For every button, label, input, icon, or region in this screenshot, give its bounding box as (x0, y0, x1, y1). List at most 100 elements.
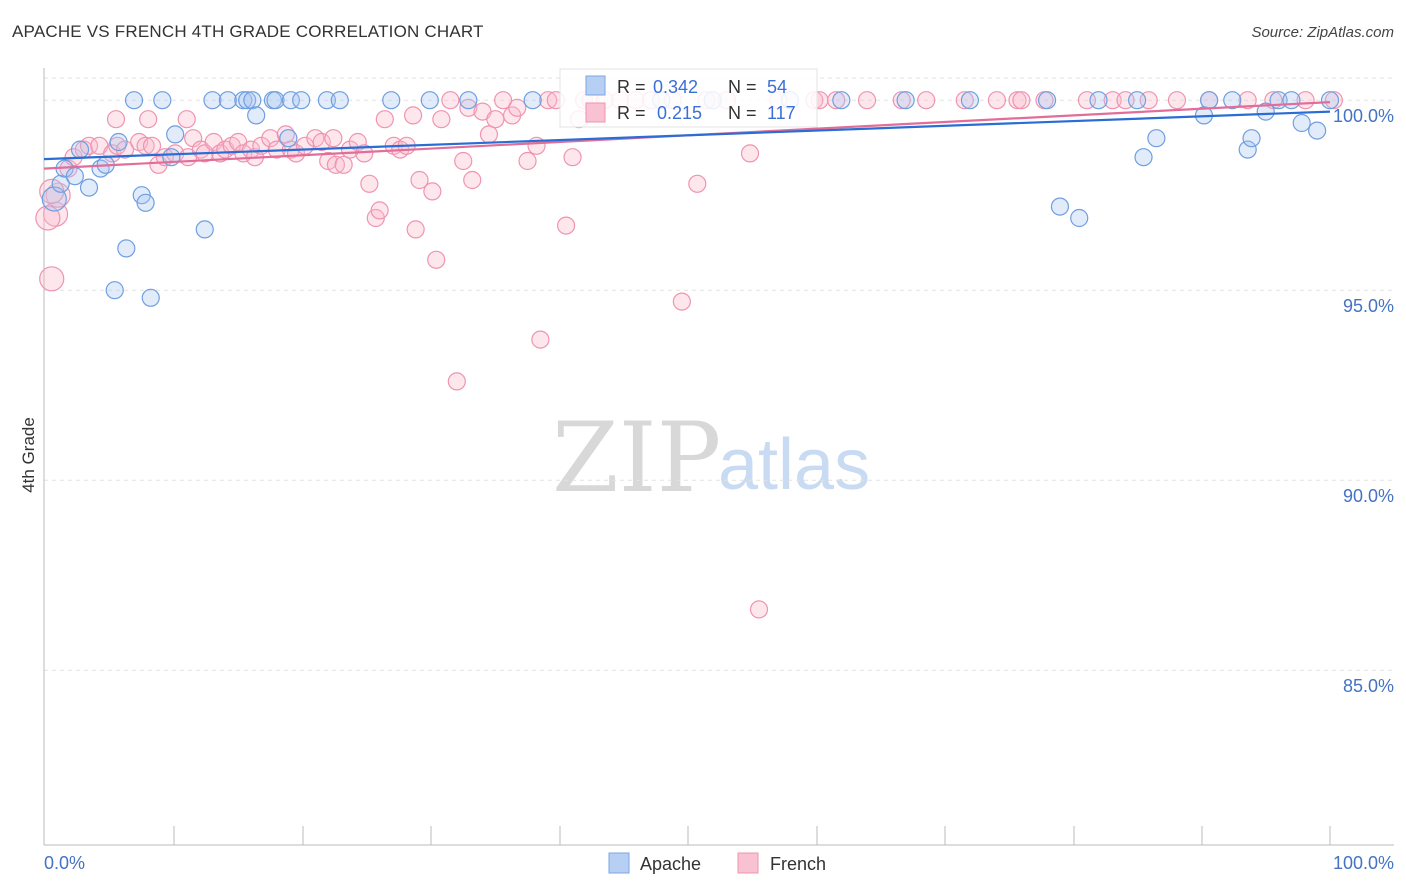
apache-point-3 (65, 167, 84, 186)
legend-r-label-apache: R = (617, 77, 646, 97)
french-point-60 (454, 151, 473, 171)
french-point-64 (479, 125, 499, 144)
french-point-66 (494, 91, 513, 110)
series-legend-swatch-apache (608, 852, 630, 874)
french-point-116 (177, 110, 196, 129)
apache-point-53 (1242, 129, 1261, 148)
apache-point-30 (317, 91, 337, 110)
apache-point-26 (266, 91, 285, 110)
french-point-75 (563, 148, 582, 167)
french-point-41 (334, 155, 353, 174)
apache-point-1 (51, 174, 70, 193)
apache-point-45 (1089, 91, 1108, 110)
apache-point-34 (459, 91, 478, 110)
french-point-54 (410, 170, 429, 190)
french-point-30 (261, 129, 280, 148)
legend-swatch-french (585, 102, 606, 123)
french-point-115 (139, 110, 158, 129)
french-point-6 (79, 136, 99, 155)
y-axis-label: 4th Grade (19, 417, 38, 493)
french-point-0 (39, 266, 65, 292)
french-point-55 (423, 182, 442, 201)
french-point-88 (740, 144, 760, 163)
apache-point-48 (1147, 129, 1166, 148)
series-legend-swatch-french (737, 852, 759, 874)
french-point-98 (987, 91, 1007, 110)
apache-point-9 (105, 281, 124, 300)
apache-point-33 (420, 91, 439, 110)
apache-point-31 (330, 91, 349, 110)
series-legend-french: French (770, 854, 826, 874)
french-point-112 (35, 205, 61, 231)
apache-point-18 (153, 91, 172, 110)
source-credit: Source: ZipAtlas.com (1251, 24, 1394, 41)
apache-point-19 (203, 91, 222, 110)
french-point-74 (557, 216, 576, 235)
french-point-84 (672, 292, 691, 311)
apache-trend-line (43, 110, 1331, 161)
french-point-71 (531, 330, 550, 349)
french-point-103 (1103, 91, 1122, 110)
french-point-57 (432, 110, 451, 129)
apache-point-13 (141, 288, 160, 307)
french-point-10 (115, 140, 135, 159)
french-point-59 (447, 372, 466, 391)
french-point-53 (406, 220, 425, 239)
french-point-85 (688, 174, 707, 193)
french-point-114 (106, 110, 126, 129)
apache-point-5 (70, 140, 90, 159)
trend-lines (43, 101, 1331, 170)
french-point-68 (508, 98, 527, 117)
french-point-100 (1012, 91, 1031, 110)
apache-point-57 (1292, 113, 1311, 133)
x-tick-min: 0.0% (44, 853, 85, 873)
y-tick-label-100: 100.0% (1333, 106, 1394, 126)
french-point-45 (360, 174, 379, 193)
legend-n-label-apache: N = (728, 77, 757, 97)
apache-point-44 (1070, 208, 1089, 228)
legend-swatch-apache (585, 75, 606, 96)
french-point-106 (1167, 91, 1187, 110)
apache-point-27 (279, 129, 298, 148)
french-point-2 (45, 182, 71, 208)
french-point-89 (749, 600, 769, 619)
apache-point-8 (109, 132, 128, 152)
apache-point-29 (292, 91, 311, 110)
apache-point-46 (1127, 91, 1147, 110)
french-point-65 (486, 110, 505, 129)
x-tick-max: 100.0% (1333, 853, 1394, 873)
apache-point-28 (281, 91, 301, 110)
apache-point-43 (1050, 197, 1070, 216)
correlation-legend: R = 0.342 N = 54 R = 0.215 N = 117 (559, 68, 818, 128)
apache-point-42 (1037, 91, 1057, 110)
french-point-62 (463, 170, 482, 190)
french-point-43 (348, 132, 367, 152)
french-point-97 (955, 91, 974, 110)
apache-point-40 (896, 91, 915, 110)
apache-point-59 (1308, 121, 1327, 140)
legend-n-french: 117 (767, 103, 796, 123)
french-point-58 (441, 91, 460, 110)
french-point-96 (917, 91, 936, 110)
legend-r-french: 0.215 (657, 103, 702, 123)
apache-point-10 (117, 239, 136, 258)
french-point-95 (892, 91, 911, 110)
chart-title: APACHE VS FRENCH 4TH GRADE CORRELATION C… (12, 22, 484, 41)
watermark-zip: ZIP (552, 402, 721, 514)
legend-n-label-french: N = (728, 103, 757, 123)
series-legend-apache: Apache (640, 854, 701, 874)
french-points (35, 91, 1343, 619)
apache-point-41 (960, 91, 980, 110)
apache-point-47 (1134, 148, 1153, 167)
french-point-40 (326, 155, 346, 174)
apache-point-17 (124, 91, 144, 110)
french-point-94 (857, 91, 877, 110)
apache-point-0 (41, 186, 67, 212)
apache-point-50 (1200, 91, 1219, 110)
french-point-56 (427, 250, 446, 269)
french-point-48 (375, 110, 394, 129)
y-tick-label-95: 95.0% (1343, 296, 1394, 316)
french-point-111 (1324, 91, 1343, 110)
y-tick-label-85: 85.0% (1343, 676, 1394, 696)
french-point-69 (518, 151, 537, 171)
